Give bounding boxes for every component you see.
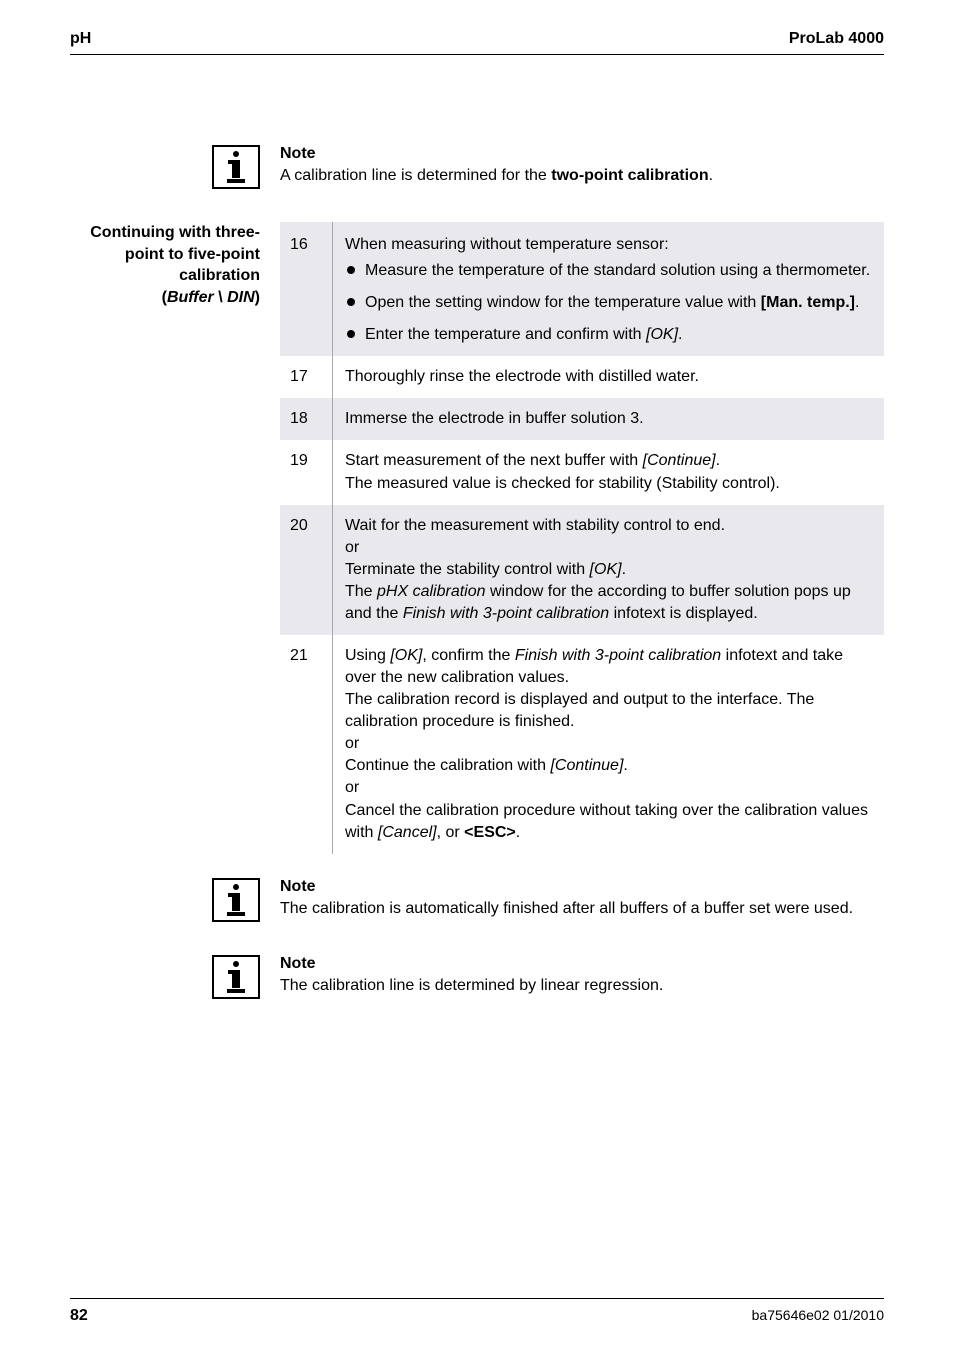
note-block-bottom: Note The calibration line is determined … [70,955,884,1004]
step-body: Start measurement of the next buffer wit… [333,440,885,504]
table-row: 17Thoroughly rinse the electrode with di… [280,356,884,398]
step-body: When measuring without temperature senso… [333,222,885,356]
table-row: 20Wait for the measurement with stabilit… [280,505,884,635]
info-icon [212,145,260,189]
step-number: 17 [280,356,333,398]
list-item: Enter the temperature and confirm with [… [345,324,872,346]
steps-section: Continuing with three- point to five-poi… [70,222,884,854]
header-left: pH [70,30,91,48]
info-icon [212,955,260,999]
bullet-list: Measure the temperature of the standard … [345,260,872,346]
steps-table: 16When measuring without temperature sen… [280,222,884,854]
note-body: A calibration line is determined for the… [280,165,884,187]
page: pH ProLab 4000 Note A calibration line i… [0,0,954,1351]
side-title-paren: (Buffer \ DIN) [162,289,260,306]
list-item: Measure the temperature of the standard … [345,260,872,282]
step-number: 18 [280,398,333,440]
step-body: Thoroughly rinse the electrode with dist… [333,356,885,398]
side-title: Continuing with three- point to five-poi… [70,222,260,308]
list-item: Open the setting window for the temperat… [345,292,872,314]
step-number: 19 [280,440,333,504]
steps-table-col: 16When measuring without temperature sen… [280,222,884,854]
page-footer: 82 ba75646e02 01/2010 [70,1298,884,1325]
step-body: Using [OK], confirm the Finish with 3-po… [333,635,885,854]
info-icon [212,878,260,922]
note-block-top: Note A calibration line is determined fo… [70,145,884,194]
note-icon-col [70,878,280,927]
page-header: pH ProLab 4000 [70,30,884,55]
note-icon-col [70,955,280,1004]
note-heading: Note [280,878,884,896]
step-number: 20 [280,505,333,635]
step-body: Wait for the measurement with stability … [333,505,885,635]
note-heading: Note [280,145,884,163]
note-body: The calibration line is determined by li… [280,975,884,997]
table-row: 16When measuring without temperature sen… [280,222,884,356]
step-number: 16 [280,222,333,356]
footer-doc-id: ba75646e02 01/2010 [752,1307,884,1325]
note-text-col: Note The calibration is automatically fi… [280,878,884,920]
step-number: 21 [280,635,333,854]
step-body: Immerse the electrode in buffer solution… [333,398,885,440]
footer-page-number: 82 [70,1307,88,1325]
table-row: 18Immerse the electrode in buffer soluti… [280,398,884,440]
note-body: The calibration is automatically finishe… [280,898,884,920]
note-heading: Note [280,955,884,973]
note-block-mid: Note The calibration is automatically fi… [70,878,884,927]
note-text-col: Note The calibration line is determined … [280,955,884,997]
table-row: 21Using [OK], confirm the Finish with 3-… [280,635,884,854]
note-text-col: Note A calibration line is determined fo… [280,145,884,187]
side-title-col: Continuing with three- point to five-poi… [70,222,280,308]
header-right: ProLab 4000 [789,30,884,48]
table-row: 19Start measurement of the next buffer w… [280,440,884,504]
note-icon-col [70,145,280,194]
steps-tbody: 16When measuring without temperature sen… [280,222,884,854]
